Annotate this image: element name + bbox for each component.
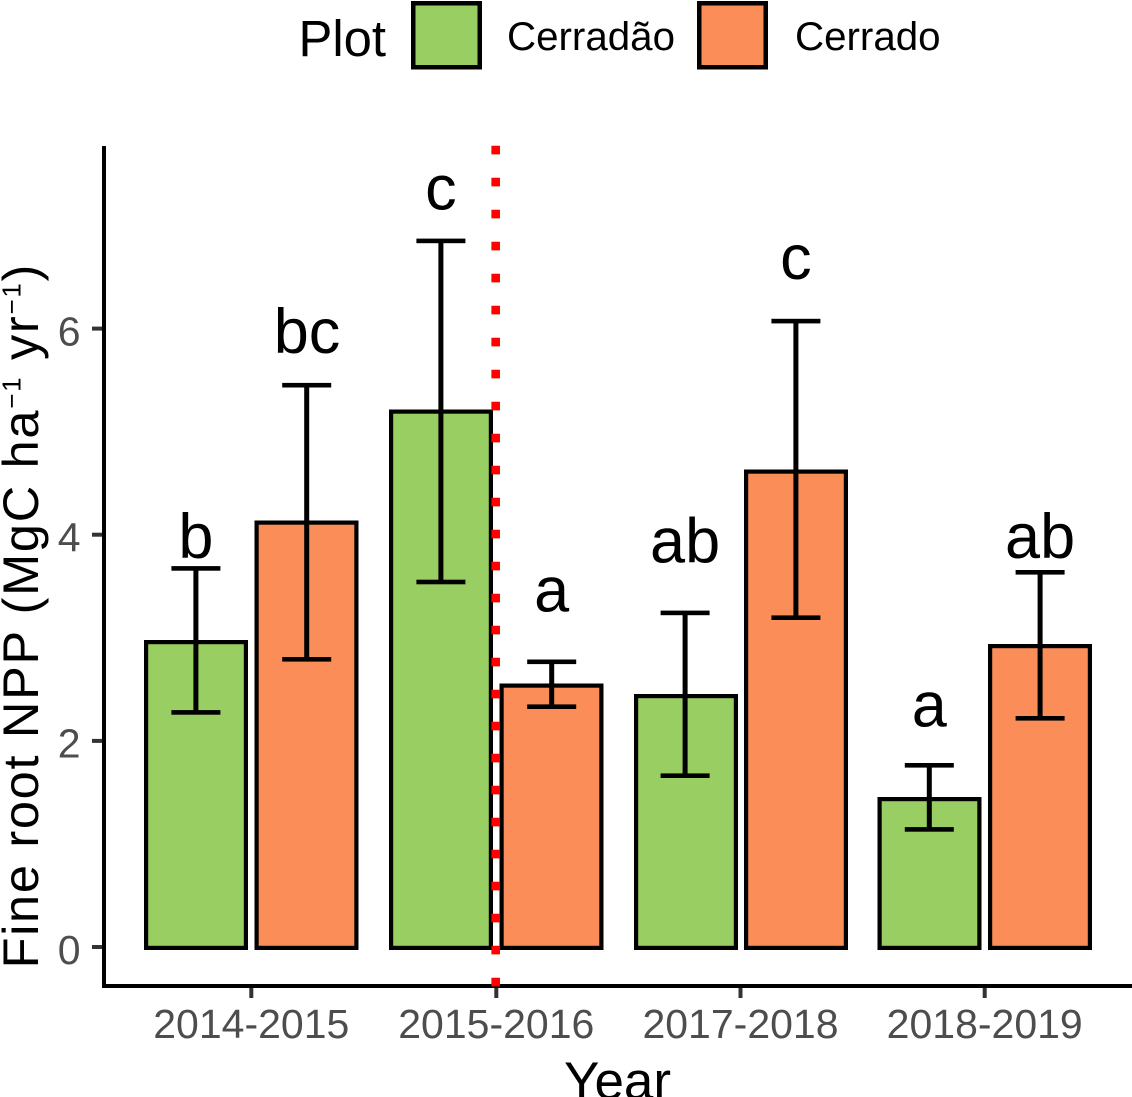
svg-text:a: a <box>534 555 570 625</box>
svg-text:2015-2016: 2015-2016 <box>398 1001 594 1047</box>
svg-text:2: 2 <box>58 721 81 767</box>
svg-text:Cerradão: Cerradão <box>507 14 675 59</box>
svg-text:2018-2019: 2018-2019 <box>887 1001 1083 1047</box>
svg-text:Fine root NPP (MgC ha−1 yr−1): Fine root NPP (MgC ha−1 yr−1) <box>0 263 49 968</box>
svg-text:Plot: Plot <box>299 10 387 67</box>
svg-text:ab: ab <box>1005 502 1075 572</box>
svg-text:2017-2018: 2017-2018 <box>642 1001 838 1047</box>
svg-text:ab: ab <box>650 507 720 577</box>
svg-text:Year: Year <box>564 1052 671 1097</box>
svg-text:c: c <box>780 223 812 293</box>
svg-text:b: b <box>178 502 213 572</box>
svg-text:c: c <box>425 153 457 223</box>
svg-text:Cerrado: Cerrado <box>795 14 941 59</box>
svg-text:4: 4 <box>58 515 81 561</box>
svg-text:0: 0 <box>58 927 81 973</box>
svg-text:bc: bc <box>274 297 341 367</box>
svg-text:a: a <box>912 670 948 740</box>
svg-text:6: 6 <box>58 308 81 354</box>
svg-text:2014-2015: 2014-2015 <box>153 1001 349 1047</box>
